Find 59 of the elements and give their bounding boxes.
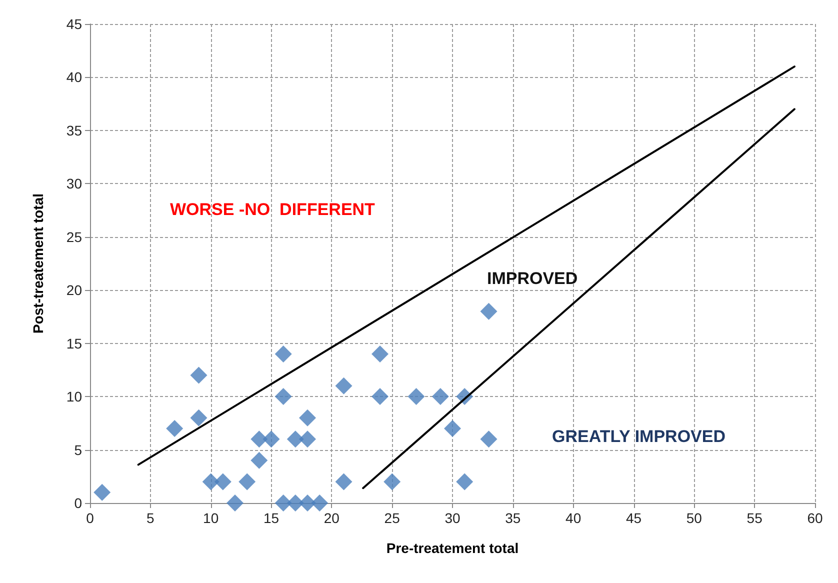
x-tick-label: 0: [86, 510, 94, 526]
y-tick-label: 25: [66, 228, 82, 245]
point: [274, 494, 292, 512]
point: [299, 494, 316, 512]
annotation: WORSE -NO DIFFERENT: [170, 200, 376, 219]
point: [166, 420, 184, 437]
point: [480, 302, 498, 320]
point: [372, 345, 388, 362]
point: [384, 473, 401, 490]
point: [274, 345, 292, 362]
y-tick-label: 10: [66, 388, 82, 405]
y-tick-label: 5: [74, 442, 82, 458]
y-tick-label: 40: [66, 69, 82, 86]
point: [202, 473, 220, 490]
x-tick-label: 50: [686, 510, 702, 526]
point: [274, 388, 292, 406]
point: [432, 388, 449, 406]
y-axis-title: Post-treatement total: [30, 193, 46, 334]
y-tick-label: 30: [66, 176, 82, 192]
annotation: GREATLY IMPROVED: [552, 427, 726, 446]
x-tick-label: 40: [566, 510, 582, 526]
point: [250, 430, 268, 448]
x-tick-label: 55: [746, 510, 763, 526]
x-tick-label: 5: [146, 510, 155, 526]
point: [299, 409, 316, 426]
x-tick-label: 20: [324, 510, 340, 526]
point: [335, 473, 352, 490]
x-tick-label: 15: [263, 510, 280, 526]
point: [299, 430, 316, 448]
point: [262, 430, 280, 448]
point: [372, 388, 388, 406]
point: [190, 409, 208, 426]
point: [444, 420, 461, 437]
y-tick-label: 35: [66, 122, 82, 138]
x-tick-label: 45: [626, 510, 642, 526]
point: [214, 473, 232, 490]
y-tick-label: 20: [66, 282, 82, 298]
point: [480, 430, 498, 448]
x-tick-label: 10: [203, 510, 219, 526]
y-tick-label: 15: [66, 335, 82, 352]
x-tick-label: 60: [807, 510, 823, 526]
y-tick-label: 0: [74, 495, 82, 511]
point: [190, 366, 208, 384]
point: [456, 473, 474, 490]
x-axis-title: Pre-treatement total: [386, 540, 519, 556]
point: [250, 452, 268, 469]
annotation: IMPROVED: [487, 269, 578, 288]
point: [226, 494, 244, 512]
point: [286, 494, 304, 512]
point: [94, 484, 111, 501]
x-tick-label: 35: [505, 510, 521, 526]
point: [311, 494, 328, 512]
point: [286, 430, 304, 448]
y-tick-label: 45: [66, 16, 82, 32]
point: [408, 388, 425, 406]
point: [335, 377, 352, 394]
x-tick-label: 30: [444, 510, 460, 526]
x-tick-label: 25: [384, 510, 400, 526]
point: [238, 473, 256, 490]
